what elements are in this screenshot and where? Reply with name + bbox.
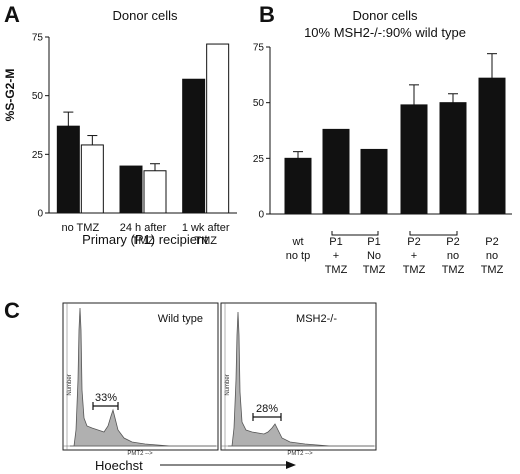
panel-a-ytick-label: 50	[32, 91, 44, 102]
category-label: TMZ	[363, 264, 386, 276]
panel-a: A Donor cells %S-G2-M 0 25 50 75 no TMZ 24 h…	[3, 2, 237, 247]
panel-a-bars	[56, 43, 230, 214]
bar	[119, 165, 143, 214]
category-label: 24 h after	[120, 222, 167, 234]
bar	[56, 125, 80, 214]
group-bracket	[409, 231, 458, 236]
category-label: P1	[367, 236, 380, 248]
category-label: +	[411, 250, 417, 262]
panel-b-ytick-label: 25	[253, 154, 265, 165]
category-label: TMZ	[194, 235, 217, 247]
histogram-frame	[220, 302, 377, 451]
category-label: P2	[446, 236, 459, 248]
gate-marker	[252, 413, 282, 421]
gate-percent: 28%	[256, 403, 278, 415]
panel-b-ytick-label: 50	[253, 98, 265, 109]
group-bracket	[331, 231, 379, 236]
panel-b-ytick-label: 75	[253, 43, 265, 54]
panel-b-title-line2: 10% MSH2-/-:90% wild type	[304, 25, 466, 40]
panel-b-category-labels: wt no tp P1 + TMZ P1 No TMZ P2 + TMZ P2 no TMZ P2 no TMZ	[286, 231, 504, 276]
gate-marker	[92, 402, 119, 410]
histogram-wild-type: Wild type Number PMT2 --> 33%	[62, 302, 219, 457]
histogram-curve	[70, 307, 216, 447]
panel-c-letter: C	[4, 298, 20, 323]
category-label: no TMZ	[61, 222, 99, 234]
bar	[206, 43, 230, 214]
category-label: no	[486, 250, 498, 262]
hoechst-arrow	[160, 461, 296, 469]
histogram-ylabel: Number	[67, 374, 73, 395]
histogram-title: MSH2-/-	[296, 313, 337, 325]
bar	[439, 102, 467, 215]
histogram-xlabel: PMT2 -->	[127, 451, 153, 457]
panel-a-axes: 0 25 50 75	[32, 33, 237, 220]
bar	[322, 128, 350, 215]
category-label: TMZ	[325, 264, 348, 276]
panel-a-ytick-label: 0	[37, 209, 43, 220]
category-label: P2	[485, 236, 498, 248]
bar	[478, 77, 506, 215]
panel-a-xlabel: Primary (P1) recipient	[82, 232, 208, 247]
bar	[360, 148, 388, 215]
category-label: +	[333, 250, 339, 262]
panel-a-ytick-label: 25	[32, 150, 44, 161]
histogram-title: Wild type	[158, 313, 203, 325]
category-label: No	[367, 250, 381, 262]
category-label: wt	[292, 236, 304, 248]
bar	[143, 170, 167, 214]
category-label: no tp	[286, 250, 310, 262]
category-label: 1 wk after	[182, 222, 230, 234]
histogram-curve	[228, 311, 374, 447]
bar	[400, 104, 428, 215]
bar	[182, 78, 206, 214]
histogram-xlabel: PMT2 -->	[287, 451, 313, 457]
category-label: no	[447, 250, 459, 262]
panel-b-letter: B	[259, 2, 275, 27]
panel-b: B Donor cells 10% MSH2-/-:90% wild type …	[253, 2, 512, 276]
panel-a-letter: A	[4, 2, 20, 27]
panel-b-bars	[284, 53, 506, 215]
category-label: TMZ	[481, 264, 504, 276]
histogram-msh2: MSH2-/- Number PMT2 --> 28%	[220, 302, 377, 457]
panel-a-title: Donor cells	[112, 8, 178, 23]
histogram-frame	[62, 302, 219, 451]
panel-a-ylabel: %S-G2-M	[3, 69, 17, 122]
category-label: TMZ	[442, 264, 465, 276]
bar	[80, 144, 104, 214]
panel-b-ytick-label: 0	[258, 210, 264, 221]
category-label: P1	[329, 236, 342, 248]
panel-c: C Wild type Number PMT2 --> 33%	[4, 298, 377, 473]
bar	[284, 157, 312, 215]
category-label: TMZ	[132, 235, 155, 247]
category-label: TMZ	[403, 264, 426, 276]
gate-percent: 33%	[95, 392, 117, 404]
category-label: P2	[407, 236, 420, 248]
histogram-ylabel: Number	[225, 374, 231, 395]
panel-a-ytick-label: 75	[32, 33, 44, 44]
panel-b-title-line1: Donor cells	[352, 8, 418, 23]
hoechst-label: Hoechst	[95, 458, 143, 473]
